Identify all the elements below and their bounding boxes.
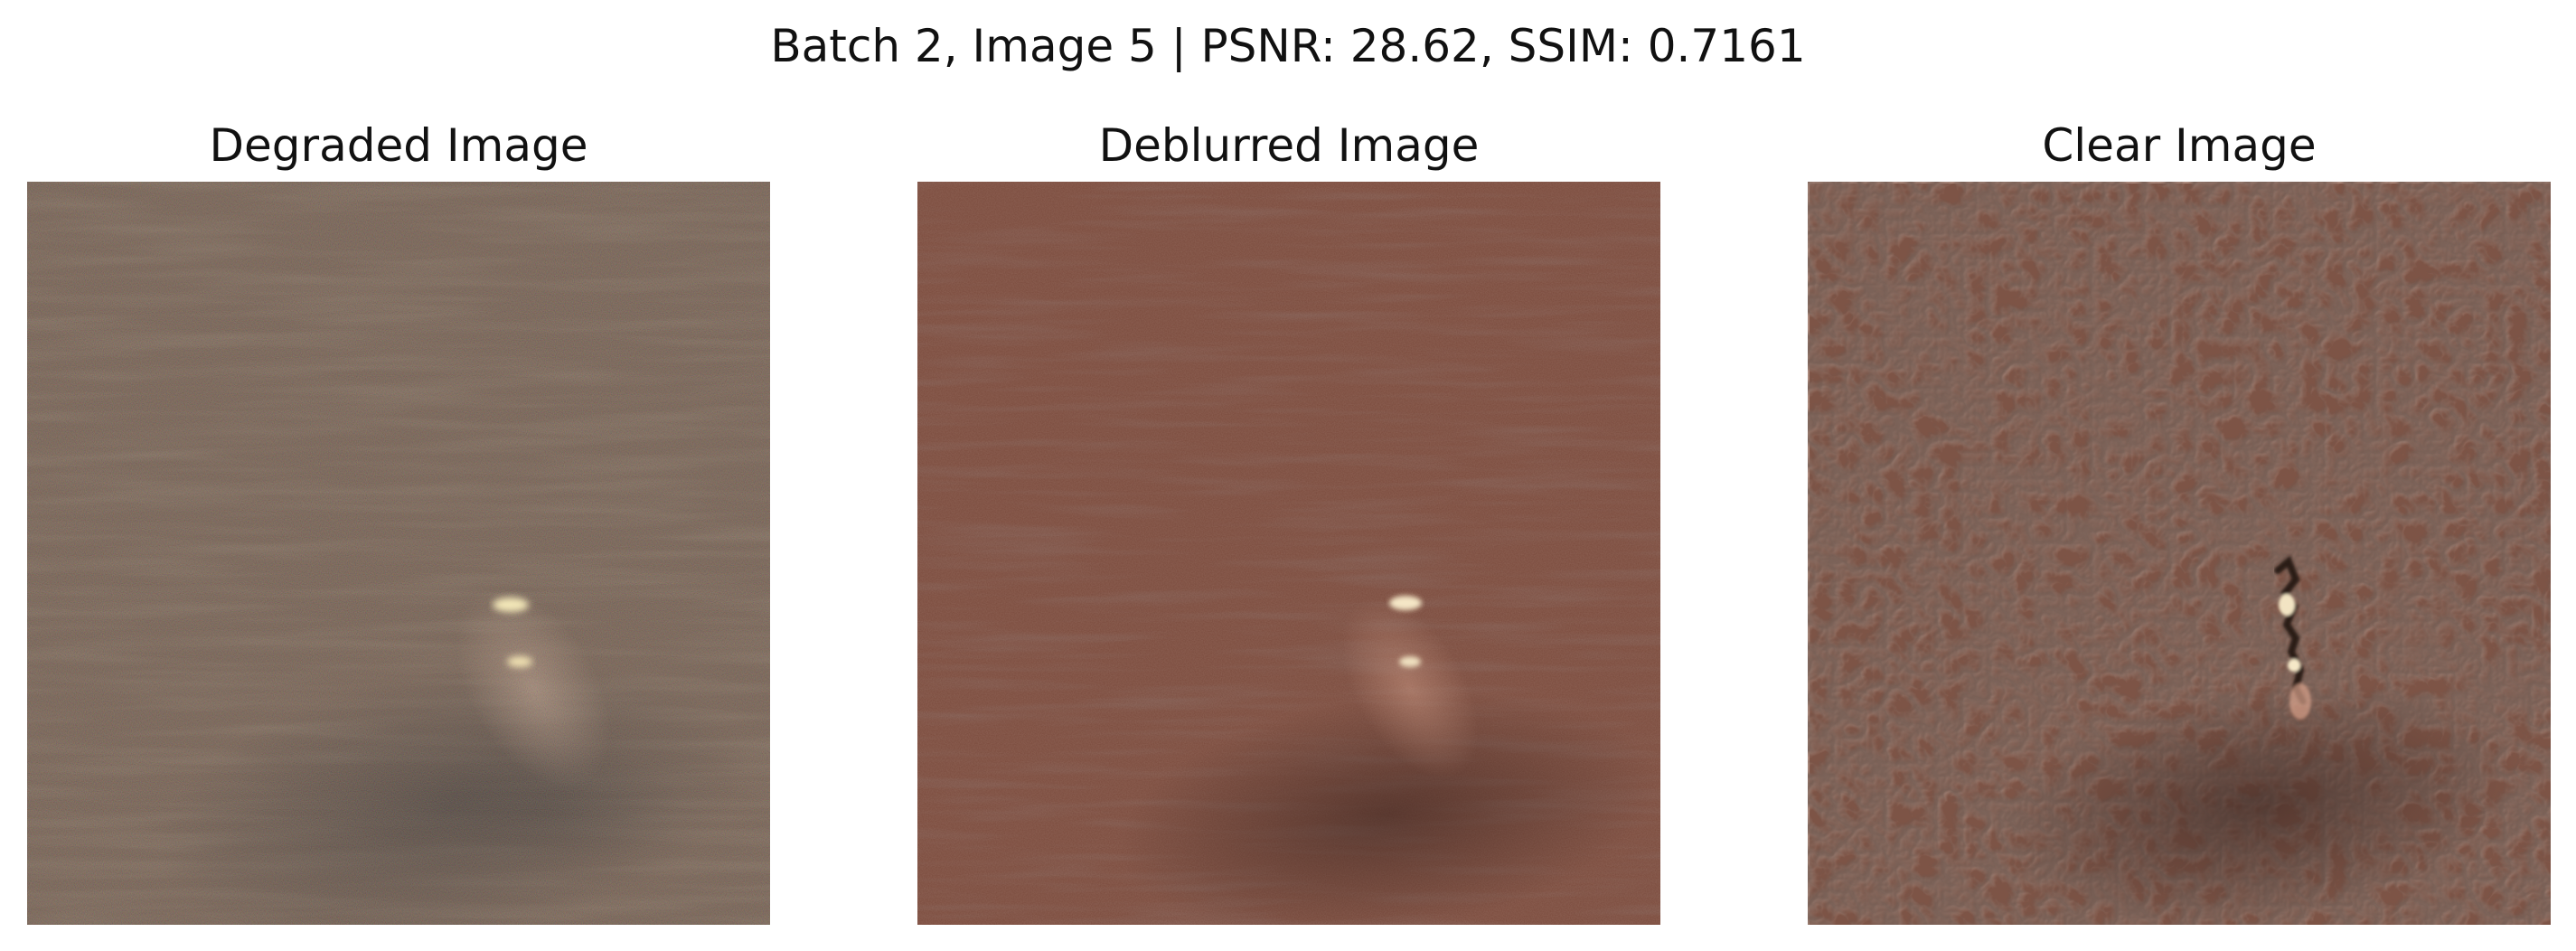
panel-title-degraded: Degraded Image bbox=[209, 119, 588, 172]
figure-title: Batch 2, Image 5 | PSNR: 28.62, SSIM: 0.… bbox=[770, 20, 1806, 72]
clear-image bbox=[1808, 182, 2551, 925]
panel-title-clear: Clear Image bbox=[2042, 119, 2317, 172]
degraded-image bbox=[27, 182, 770, 925]
panel-title-deblurred: Deblurred Image bbox=[1098, 119, 1480, 172]
deblurred-image bbox=[917, 182, 1660, 925]
